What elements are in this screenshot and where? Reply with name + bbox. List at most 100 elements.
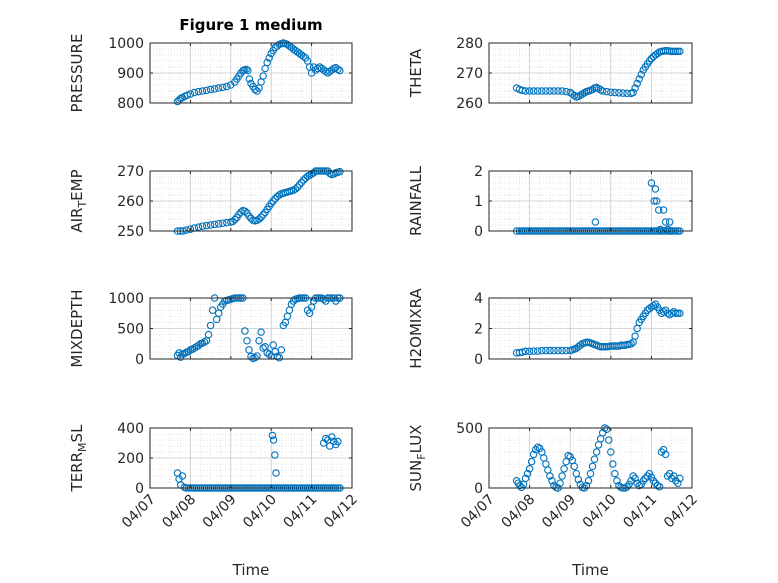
subplot-6: 0 2 4 H2OMIXRA (407, 288, 693, 369)
data-point (518, 86, 527, 95)
data-point (629, 472, 637, 480)
data-point (242, 65, 250, 74)
subplot-5: 0 500 1000 MIXDEPTH (68, 289, 353, 368)
data-point (665, 469, 674, 478)
y-tick-label: 250 (117, 224, 144, 240)
data-point (269, 436, 278, 444)
data-point (558, 472, 566, 480)
data-point (521, 87, 530, 95)
data-point (550, 346, 558, 355)
data-point (334, 437, 342, 446)
subplot-1: 800 900 1000 PRESSURE (68, 34, 353, 113)
data-point (657, 448, 666, 456)
data-point (560, 465, 568, 473)
data-point (647, 179, 656, 187)
data-point (576, 341, 585, 350)
y-tick-label: 1 (474, 194, 483, 210)
y-tick-label: 260 (456, 96, 483, 112)
data-point (623, 483, 631, 491)
data-point (631, 332, 639, 340)
data-point (538, 87, 546, 95)
data-point (206, 321, 215, 330)
data-point (629, 88, 637, 97)
data-point (645, 57, 654, 65)
data-point (241, 327, 249, 335)
data-point (649, 301, 658, 310)
data-point (615, 481, 623, 490)
y-tick-label: 200 (117, 451, 144, 467)
data-point (663, 225, 672, 234)
data-point (268, 431, 277, 440)
y-axis-label: THETA (407, 48, 425, 98)
data-point (627, 339, 635, 348)
y-tick-label: 260 (117, 194, 144, 210)
data-point (631, 474, 639, 483)
data-point (542, 87, 550, 95)
data-point (586, 469, 595, 478)
data-point (591, 218, 600, 226)
data-point (531, 445, 540, 454)
data-point (518, 348, 527, 356)
data-point (336, 66, 344, 75)
data-point (206, 221, 215, 229)
subplot-4: 0 1 2 RAINFALL (407, 164, 693, 240)
data-point (277, 346, 286, 354)
data-point (554, 87, 562, 95)
data-point (229, 217, 237, 226)
data-point (210, 85, 219, 93)
data-point (584, 477, 593, 485)
data-point (676, 474, 684, 483)
data-point (674, 47, 682, 56)
y-axis-label: PRESSURE (68, 34, 86, 113)
y-tick-label: 1000 (108, 291, 144, 307)
data-point (527, 457, 536, 466)
data-point (592, 448, 601, 456)
data-point (293, 183, 302, 191)
y-tick-label: 4 (474, 291, 483, 307)
data-point (194, 341, 203, 350)
data-point (218, 219, 227, 227)
y-tick-label: 800 (117, 96, 144, 112)
y-tick-label: 400 (117, 421, 144, 437)
data-point (251, 85, 259, 94)
y-tick-label: 900 (117, 66, 144, 82)
data-point (652, 197, 661, 205)
data-point (598, 87, 607, 95)
data-point (265, 54, 273, 62)
data-point (529, 87, 538, 95)
data-point (295, 181, 304, 189)
data-point (676, 47, 684, 56)
data-point (204, 330, 213, 339)
data-point (611, 88, 619, 97)
data-point (607, 448, 615, 456)
data-point (550, 481, 558, 490)
data-point (533, 347, 542, 355)
data-point (231, 215, 239, 224)
data-point (656, 225, 665, 234)
y-tick-label: 2 (474, 322, 483, 338)
data-point (546, 472, 554, 480)
data-point (574, 475, 583, 484)
data-point (297, 178, 306, 187)
data-point (271, 451, 279, 459)
data-point (570, 462, 579, 471)
data-point (674, 479, 682, 487)
data-point (639, 477, 648, 485)
data-point (198, 87, 207, 95)
data-point (538, 346, 546, 355)
data-point (672, 309, 680, 317)
data-point (336, 167, 344, 176)
data-point (558, 346, 566, 355)
data-point (525, 347, 534, 356)
data-point (588, 462, 597, 471)
data-point (676, 309, 684, 317)
data-point (175, 349, 183, 357)
data-point (257, 328, 265, 336)
data-point (194, 87, 203, 96)
data-point (590, 455, 599, 463)
data-point (627, 477, 635, 485)
y-tick-label: 0 (474, 481, 483, 497)
data-point (235, 210, 243, 219)
data-point (210, 220, 219, 229)
